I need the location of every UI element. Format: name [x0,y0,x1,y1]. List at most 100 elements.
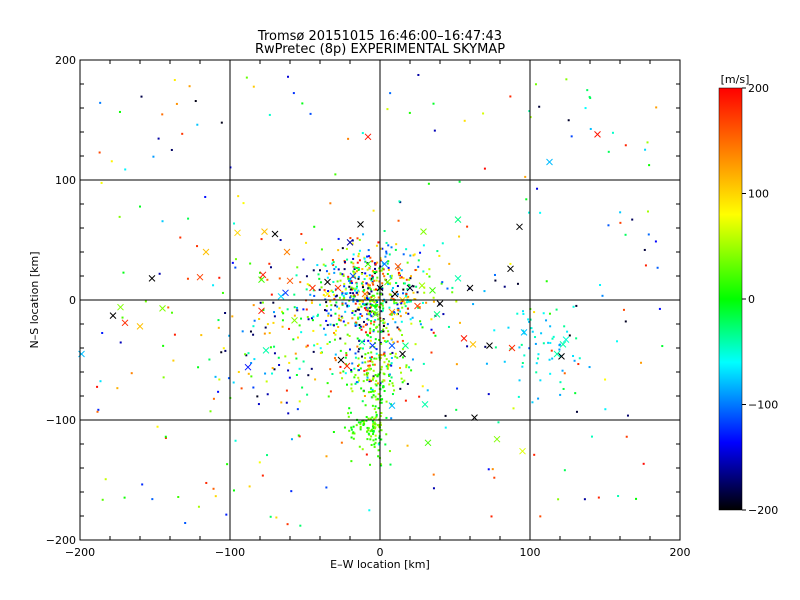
data-point [374,416,377,419]
data-point [359,313,362,316]
data-point [358,363,361,366]
data-point [336,305,339,308]
data-point [343,282,346,285]
data-point [275,516,278,519]
data-point [367,417,370,420]
data-point [597,496,600,499]
data-point [444,426,447,429]
data-point [388,450,391,453]
data-point [374,438,377,441]
data-point [369,368,372,371]
data-point [373,271,376,274]
data-point [227,377,230,380]
data-point [574,392,577,395]
data-point [288,327,291,330]
data-marker-x [466,284,474,292]
data-point [390,274,393,277]
data-point [348,285,351,288]
data-point [380,353,383,356]
data-point [385,252,388,255]
data-point [319,269,322,272]
data-point [325,309,328,312]
data-point [370,351,373,354]
data-point [98,151,101,154]
data-point [444,414,447,417]
data-point [381,299,384,302]
data-point [184,522,187,525]
data-point [352,425,355,428]
data-point [346,258,349,261]
data-point [333,338,336,341]
data-point [338,307,341,310]
data-point [341,316,344,319]
data-point [353,266,356,269]
data-point [374,395,377,398]
data-point [518,379,521,382]
data-point [369,304,372,307]
data-point [646,141,649,144]
data-point [373,443,376,446]
data-marker-x [334,284,342,292]
data-point [366,374,369,377]
data-point [366,255,369,258]
data-marker-x [343,362,351,370]
data-point [422,362,425,365]
data-point [372,433,375,436]
data-point [157,137,160,140]
data-point [448,262,451,265]
data-marker-x [414,302,421,310]
data-marker-x [391,290,399,298]
data-point [563,372,566,375]
data-point [412,291,415,294]
data-point [399,387,402,390]
data-point [356,308,359,311]
data-point [360,272,363,275]
data-point [366,376,369,379]
data-point [359,428,362,431]
data-point [197,505,200,508]
data-point [268,262,271,265]
data-point [551,337,554,340]
data-point [537,397,540,400]
data-point [497,421,500,424]
data-point [372,377,375,380]
data-point [558,343,561,346]
data-point [383,300,386,303]
data-point [347,412,350,415]
data-point [418,306,421,309]
data-point [368,310,371,313]
data-marker-x [364,133,372,141]
data-point [231,315,234,318]
data-point [311,319,314,322]
data-point [369,303,372,306]
data-point [394,321,397,324]
data-point [370,290,373,293]
data-point [310,301,313,304]
data-point [390,277,393,280]
data-point [419,320,422,323]
data-point [369,330,372,333]
data-point [167,306,170,309]
data-point [367,339,370,342]
data-point [337,249,340,252]
data-point [347,322,350,325]
data-point [455,408,458,411]
data-point [374,319,377,322]
data-point [655,106,658,109]
data-point [371,416,374,419]
data-point [361,361,364,364]
data-point [358,347,361,350]
data-point [483,167,486,170]
data-point [225,513,228,516]
data-point [343,268,346,271]
data-point [392,341,395,344]
data-point [373,445,376,448]
data-point [374,383,377,386]
data-point [379,257,382,260]
data-point [344,288,347,291]
data-point [367,255,370,258]
data-point [352,253,355,256]
data-point [360,328,363,331]
data-point [658,307,661,310]
data-point [536,187,539,190]
